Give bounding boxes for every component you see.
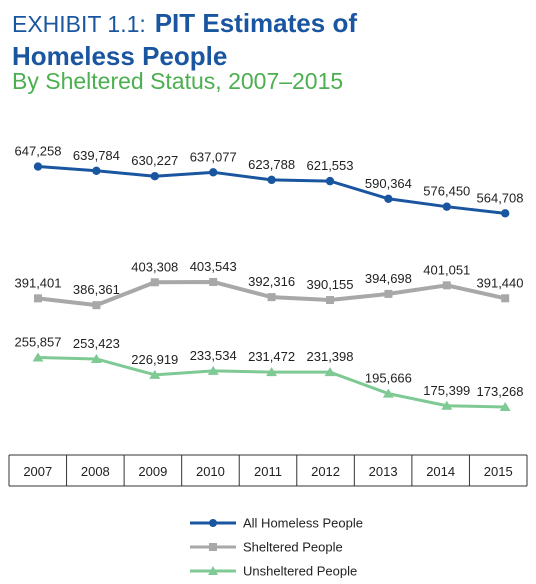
data-label: 255,857 (15, 334, 62, 349)
legend-entry: All Homeless People (243, 516, 363, 531)
point-unsheltered (266, 367, 278, 377)
point-all-homeless (384, 194, 393, 203)
data-label: 401,051 (423, 262, 470, 277)
data-label: 637,077 (190, 149, 237, 164)
legend-marker (209, 543, 217, 551)
point-unsheltered (441, 400, 453, 410)
x-tick-label: 2011 (254, 464, 282, 479)
point-sheltered (384, 289, 393, 298)
point-unsheltered (90, 353, 102, 363)
point-sheltered (92, 301, 101, 310)
legend-entry: Sheltered People (243, 540, 343, 555)
data-label: 253,423 (73, 336, 120, 351)
x-tick-label: 2010 (196, 464, 225, 479)
data-label: 173,268 (477, 384, 524, 399)
point-sheltered (209, 277, 218, 286)
data-label: 226,919 (131, 352, 178, 367)
point-sheltered (34, 294, 42, 303)
legend-marker (209, 519, 217, 527)
point-sheltered (150, 278, 159, 287)
point-unsheltered (207, 365, 219, 375)
point-all-homeless (150, 172, 159, 181)
data-label: 403,308 (131, 259, 178, 274)
point-all-homeless (92, 166, 101, 175)
point-all-homeless (33, 162, 43, 171)
point-sheltered (442, 281, 451, 290)
point-sheltered (326, 296, 334, 305)
x-tick-label: 2009 (138, 464, 167, 479)
point-unsheltered (149, 369, 161, 379)
point-all-homeless (267, 175, 276, 185)
point-all-homeless (501, 209, 510, 218)
data-label: 621,553 (307, 158, 354, 173)
x-tick-label: 2013 (369, 464, 398, 479)
point-sheltered (501, 294, 510, 303)
legend-marker (208, 566, 218, 575)
point-unsheltered (499, 402, 511, 412)
data-label: 195,666 (365, 371, 412, 386)
data-label: 392,316 (248, 274, 295, 289)
point-all-homeless (442, 202, 451, 211)
data-label: 231,472 (248, 349, 295, 364)
data-label: 630,227 (131, 153, 178, 168)
x-tick-label: 2015 (484, 464, 513, 479)
point-sheltered (267, 293, 276, 302)
x-tick-label: 2007 (23, 464, 52, 479)
point-all-homeless (325, 176, 335, 186)
point-unsheltered (32, 352, 44, 362)
data-label: 564,708 (477, 190, 524, 205)
legend-entry: Unsheltered People (243, 564, 357, 579)
x-tick-label: 2008 (81, 464, 110, 479)
data-label: 394,698 (365, 271, 412, 286)
data-label: 623,788 (248, 157, 295, 172)
data-label: 390,155 (307, 277, 354, 292)
data-label: 391,401 (15, 275, 62, 290)
data-label: 647,258 (15, 144, 62, 159)
title-line-2: Homeless People (12, 41, 228, 71)
data-label: 386,361 (73, 282, 120, 297)
data-label: 590,364 (365, 176, 412, 191)
x-tick-label: 2012 (311, 464, 340, 479)
data-label: 576,450 (423, 184, 470, 199)
point-all-homeless (209, 168, 218, 177)
point-unsheltered (382, 388, 394, 398)
data-label: 233,534 (190, 348, 237, 363)
chart-title: EXHIBIT 1.1: PIT Estimates of Homeless P… (12, 6, 357, 71)
chart-subtitle: By Sheltered Status, 2007–2015 (12, 68, 344, 94)
data-label: 175,399 (423, 383, 470, 398)
exhibit-label: EXHIBIT 1.1: (12, 11, 146, 37)
data-label: 231,398 (307, 349, 354, 364)
x-tick-label: 2014 (426, 464, 455, 479)
data-label: 403,543 (190, 259, 237, 274)
data-label: 391,440 (477, 275, 524, 290)
point-unsheltered (324, 367, 336, 377)
title-line-1: PIT Estimates of (154, 8, 357, 38)
data-label: 639,784 (73, 148, 120, 163)
